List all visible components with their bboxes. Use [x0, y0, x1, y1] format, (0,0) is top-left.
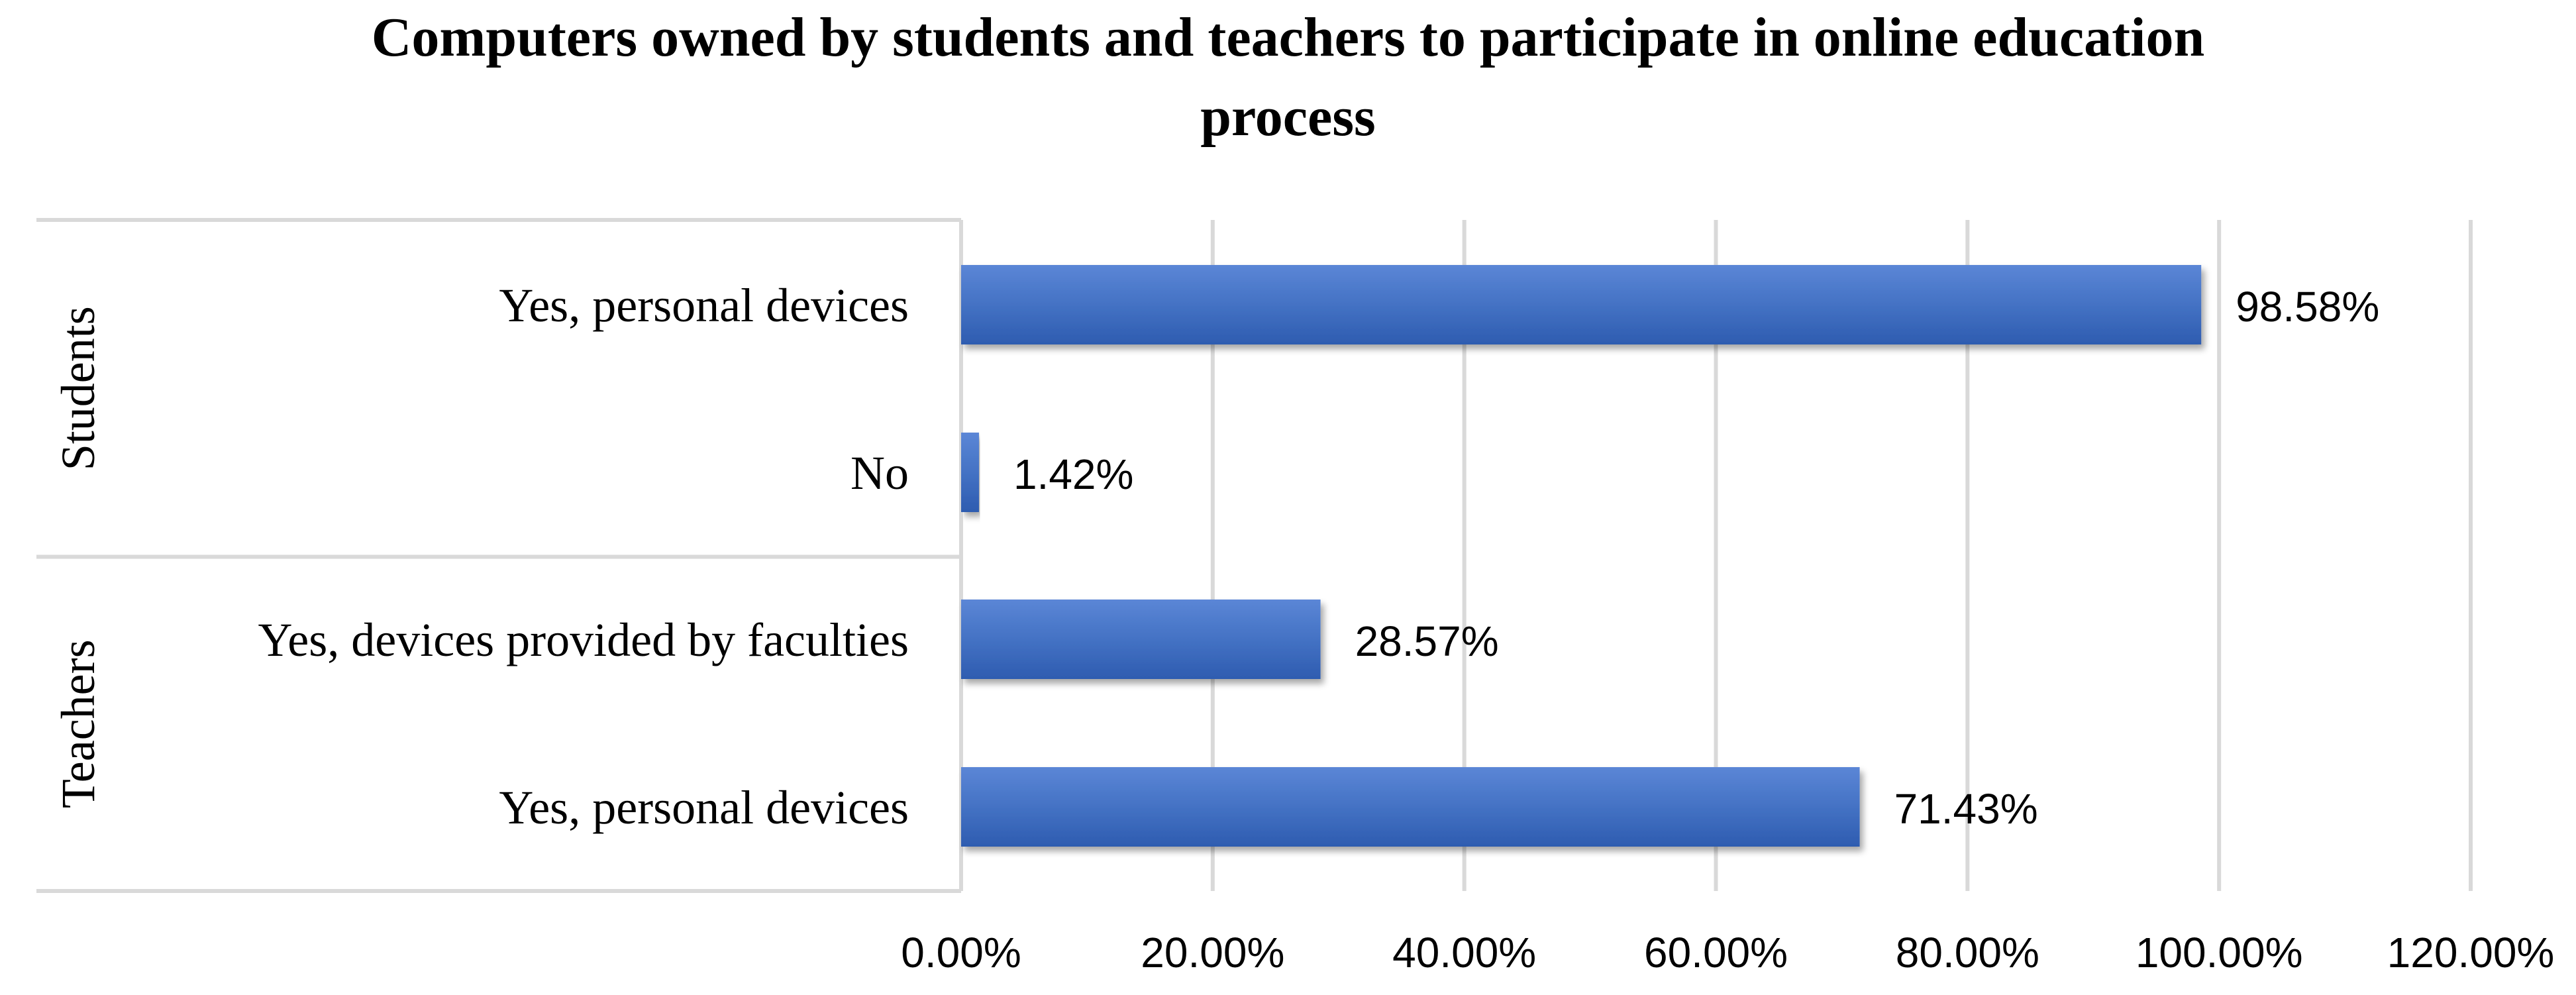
x-tick-label: 40.00%: [1392, 929, 1536, 976]
x-tick-label: 120.00%: [2387, 929, 2555, 976]
data-label: 28.57%: [1355, 617, 1499, 665]
x-tick-label: 20.00%: [1141, 929, 1284, 976]
bars: [961, 265, 2202, 847]
labels: 0.00% 20.00% 40.00% 60.00% 80.00% 100.00% 120.…: [52, 279, 2554, 976]
x-tick-label: 60.00%: [1644, 929, 1788, 976]
bar: [961, 600, 1321, 679]
category-label: No: [850, 446, 909, 499]
category-label: Yes, personal devices: [499, 279, 909, 332]
data-label: 71.43%: [1894, 785, 2038, 833]
chart-title-line-1: Computers owned by students and teachers…: [371, 7, 2205, 68]
data-label: 98.58%: [2236, 283, 2379, 331]
x-tick-label: 80.00%: [1896, 929, 2039, 976]
category-label: Yes, personal devices: [499, 781, 909, 834]
data-label: 1.42%: [1013, 450, 1133, 498]
bar: [961, 767, 1860, 847]
chart-title-line-2: process: [1200, 86, 1376, 148]
x-tick-label: 0.00%: [901, 929, 1021, 976]
category-label: Yes, devices provided by faculties: [258, 613, 909, 666]
x-tick-label: 100.00%: [2136, 929, 2303, 976]
bar: [961, 265, 2202, 344]
bar: [961, 433, 979, 512]
group-label: Students: [52, 306, 105, 470]
group-label: Teachers: [52, 639, 105, 808]
